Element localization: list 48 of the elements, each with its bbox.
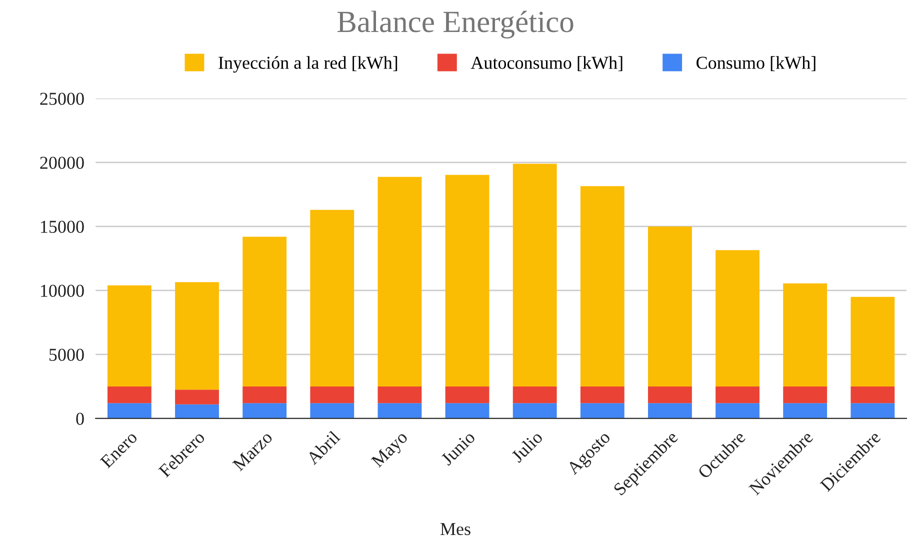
bar [445, 386, 490, 404]
bar [512, 403, 557, 418]
bar [175, 282, 219, 390]
y-tick-label: 0 [76, 412, 84, 425]
bar [580, 403, 624, 418]
y-tick-label: 10000 [40, 284, 84, 297]
y-tick-label: 25000 [40, 92, 84, 105]
bar [850, 296, 895, 386]
bar [310, 403, 354, 418]
chart-title: Balance Energético [337, 10, 574, 39]
bar [648, 403, 692, 418]
bar [107, 285, 152, 386]
bar [716, 403, 760, 418]
y-tick-label: 5000 [49, 348, 84, 361]
bar [107, 403, 152, 418]
bar [378, 386, 422, 404]
bar [716, 250, 760, 386]
bar [378, 403, 422, 418]
bar [580, 386, 624, 404]
bar [445, 174, 490, 386]
bar [107, 386, 152, 404]
bar [378, 176, 422, 386]
x-tick-label: Julio [510, 430, 544, 464]
bar [512, 164, 557, 386]
bar [580, 186, 624, 386]
bar [242, 386, 287, 404]
y-tick-label: 20000 [40, 156, 84, 169]
y-tick-label: 15000 [40, 220, 84, 233]
legend-label: Inyección a la red [kWh] [218, 56, 398, 73]
bar [242, 236, 287, 386]
bar [242, 403, 287, 418]
bar [850, 403, 895, 418]
bar [445, 403, 490, 418]
bar [175, 404, 219, 418]
legend-label: Consumo [kWh] [696, 56, 816, 72]
x-axis-title: Mes [440, 523, 470, 536]
bar [783, 283, 828, 386]
bar [310, 386, 354, 404]
bar [783, 403, 828, 418]
bar [648, 386, 692, 404]
bar [175, 390, 219, 404]
bar [310, 210, 354, 386]
bar [512, 386, 557, 404]
legend-label: Autoconsumo [kWh] [470, 56, 622, 72]
bar [850, 386, 895, 404]
bar [783, 386, 828, 404]
bar [648, 226, 692, 386]
bar [716, 386, 760, 404]
